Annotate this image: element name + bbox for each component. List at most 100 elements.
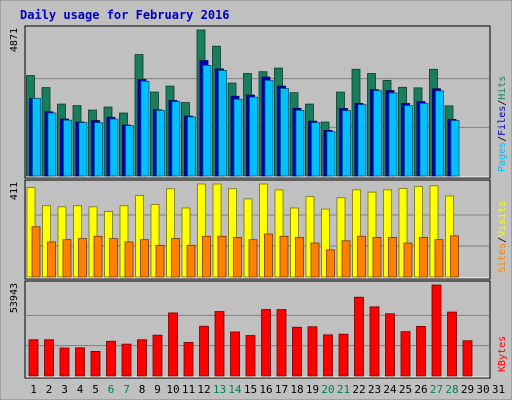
- legend-item-hits: Hits: [497, 76, 508, 100]
- bar-sites-day-15: [248, 239, 258, 278]
- bar-kbytes-day-19: [307, 326, 318, 377]
- bar-visits-day-20: [321, 208, 330, 278]
- bar-pages-day-5: [94, 122, 103, 177]
- bar-sites-day-10: [171, 238, 180, 278]
- bar-sites-day-14: [233, 237, 242, 278]
- bar-pages-day-18: [295, 109, 305, 177]
- bar-kbytes-day-13: [214, 311, 225, 377]
- bar-kbytes-day-27: [431, 284, 442, 377]
- bar-visits-day-21: [336, 197, 346, 278]
- bar-sites-day-26: [419, 237, 428, 278]
- legend-item-files: Files: [497, 106, 508, 136]
- bar-kbytes-day-2: [44, 339, 54, 377]
- x-tick-label-26: 26: [414, 383, 427, 396]
- x-tick-label-13: 13: [213, 383, 226, 396]
- bar-kbytes-day-6: [106, 340, 116, 377]
- bar-visits-day-15: [243, 198, 253, 278]
- bar-sites-day-4: [78, 238, 87, 278]
- bar-pages-day-14: [233, 98, 243, 177]
- bar-pages-day-10: [171, 101, 181, 177]
- bar-visits-day-12: [197, 183, 206, 278]
- bar-kbytes-day-10: [168, 312, 178, 377]
- bar-visits-day-27: [429, 185, 439, 278]
- bar-sites-day-11: [186, 244, 196, 278]
- bar-kbytes-day-8: [137, 339, 147, 377]
- bar-kbytes-day-16: [261, 309, 271, 377]
- bar-pages-day-1: [32, 97, 41, 177]
- x-tick-label-22: 22: [352, 383, 365, 396]
- bar-kbytes-day-22: [354, 296, 364, 377]
- bar-pages-day-12: [202, 64, 212, 177]
- bar-sites-day-19: [310, 242, 320, 278]
- bar-visits-day-10: [166, 188, 175, 278]
- bar-pages-day-4: [78, 122, 88, 177]
- bar-kbytes-day-23: [369, 306, 380, 377]
- bar-pages-day-26: [419, 103, 429, 177]
- bar-visits-day-25: [398, 188, 408, 278]
- bar-kbytes-day-11: [183, 342, 194, 377]
- chart-panels: 4871Pages/Files/Hits411Sites/Visits53943…: [9, 25, 508, 379]
- bar-pages-day-3: [63, 119, 72, 177]
- x-tick-label-20: 20: [321, 383, 334, 396]
- bar-sites-day-24: [388, 237, 397, 278]
- bar-kbytes-day-24: [385, 313, 395, 377]
- bar-kbytes-day-9: [152, 334, 163, 377]
- bar-pages-day-17: [280, 88, 289, 177]
- bar-kbytes-day-14: [230, 331, 240, 377]
- panel-kbytes: 53943 KBytes: [9, 280, 508, 379]
- panel-visits-legend: Sites/Visits: [497, 201, 508, 273]
- x-axis-labels: 1 2 3 4 5 6 7 8 9 10 11 12 13 14 15 16 17 18 19 20 21 22 23 24 2…: [30, 383, 505, 396]
- bar-sites-day-17: [279, 235, 289, 278]
- bar-visits-day-14: [228, 188, 237, 278]
- bar-pages-day-8: [140, 80, 150, 177]
- x-tick-label-21: 21: [337, 383, 350, 396]
- x-tick-label-5: 5: [92, 383, 99, 396]
- bar-pages-day-25: [404, 105, 413, 177]
- bar-kbytes-day-1: [28, 339, 39, 377]
- legend-item-separator: /: [497, 136, 508, 142]
- bar-kbytes-day-18: [292, 326, 302, 377]
- bar-visits-day-22: [352, 189, 361, 278]
- bar-kbytes-day-21: [338, 333, 349, 377]
- bar-kbytes-day-25: [400, 331, 411, 377]
- legend-item-visits: Visits: [497, 201, 508, 237]
- panel-kbytes-ymax-label: 53943: [9, 283, 20, 313]
- x-tick-label-29: 29: [461, 383, 474, 396]
- bar-sites-day-25: [403, 242, 413, 278]
- x-tick-label-15: 15: [244, 383, 257, 396]
- x-tick-label-7: 7: [123, 383, 130, 396]
- bar-visits-day-7: [119, 205, 129, 278]
- series-kbytes: [28, 284, 473, 377]
- bar-pages-day-9: [156, 109, 165, 177]
- x-tick-label-24: 24: [383, 383, 397, 396]
- bar-sites-day-9: [155, 244, 165, 278]
- bar-visits-day-2: [42, 205, 51, 278]
- bar-visits-day-26: [414, 186, 423, 278]
- bar-kbytes-day-20: [323, 334, 333, 377]
- bar-sites-day-18: [295, 237, 304, 278]
- bar-sites-day-12: [202, 235, 211, 278]
- bar-pages-day-28: [450, 120, 460, 177]
- bar-pages-day-2: [47, 112, 57, 177]
- x-tick-label-30: 30: [476, 383, 489, 396]
- x-tick-label-6: 6: [108, 383, 115, 396]
- bar-pages-day-20: [326, 131, 336, 177]
- bar-visits-day-17: [274, 189, 284, 278]
- x-tick-label-11: 11: [182, 383, 195, 396]
- legend-item-kbytes: KBytes: [497, 336, 508, 372]
- panel-hits-ymax-label: 4871: [9, 28, 20, 52]
- x-tick-label-16: 16: [259, 383, 272, 396]
- bar-sites-day-28: [450, 235, 459, 278]
- x-tick-label-25: 25: [399, 383, 412, 396]
- bar-pages-day-19: [311, 122, 320, 177]
- series-visits: [26, 183, 454, 278]
- x-tick-label-27: 27: [430, 383, 443, 396]
- bar-sites-day-3: [62, 239, 72, 278]
- bar-sites-day-23: [372, 237, 382, 278]
- x-tick-label-10: 10: [166, 383, 179, 396]
- bar-pages-day-6: [109, 118, 119, 177]
- bar-sites-day-21: [341, 240, 351, 278]
- bar-sites-day-16: [264, 233, 273, 278]
- legend-item-sites: Sites: [497, 243, 508, 273]
